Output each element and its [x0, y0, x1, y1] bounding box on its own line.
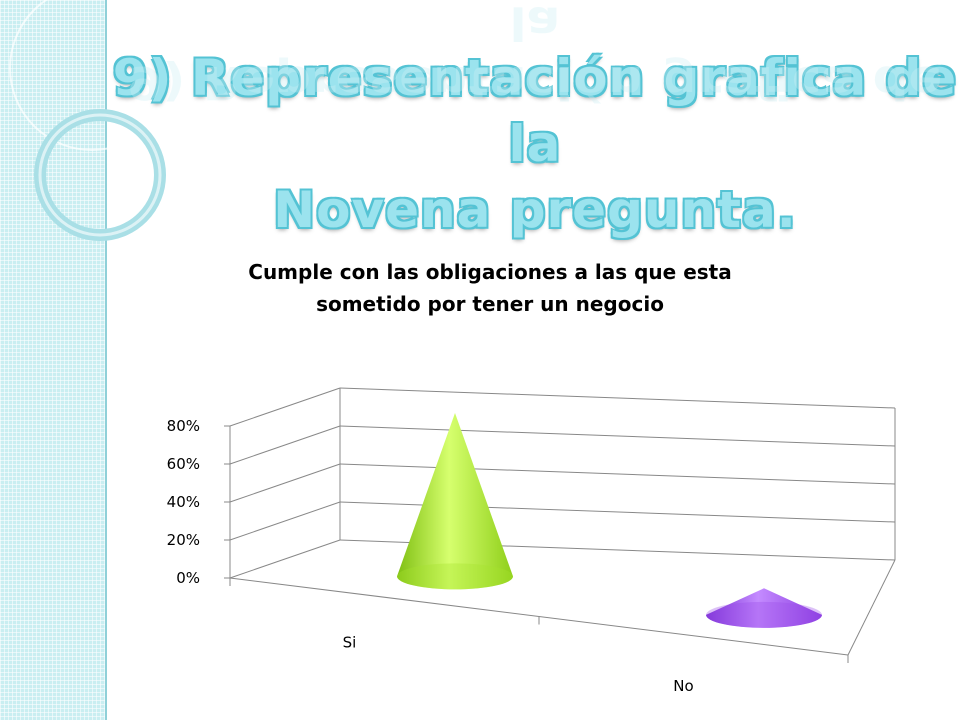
gridline: [229, 463, 896, 503]
x-tick-label: No: [673, 677, 693, 695]
y-tick-label: 60%: [167, 455, 200, 473]
floor: [229, 559, 896, 663]
slide-title: 9) Representación grafica de la Novena p…: [110, 45, 960, 243]
y-tick-label: 20%: [167, 531, 200, 549]
gridline: [229, 425, 896, 465]
chart-title: Cumple con las obligaciones a las que es…: [200, 256, 780, 320]
gridline: [229, 539, 896, 579]
chart-title-line2: sometido por tener un negocio: [316, 292, 664, 316]
chart-title-line1: Cumple con las obligaciones a las que es…: [248, 260, 732, 284]
y-tick-label: 80%: [167, 417, 200, 435]
y-tick-label: 0%: [176, 569, 200, 587]
x-tick-label: Si: [343, 633, 357, 651]
gridline: [229, 387, 896, 427]
y-tick-label: 40%: [167, 493, 200, 511]
slide-title-line1: 9) Representación grafica de la: [112, 49, 958, 173]
slide-title-line2: Novena pregunta.: [273, 181, 797, 239]
cone-no: [706, 588, 822, 628]
cone-si: [397, 412, 513, 590]
gridline: [229, 501, 896, 541]
